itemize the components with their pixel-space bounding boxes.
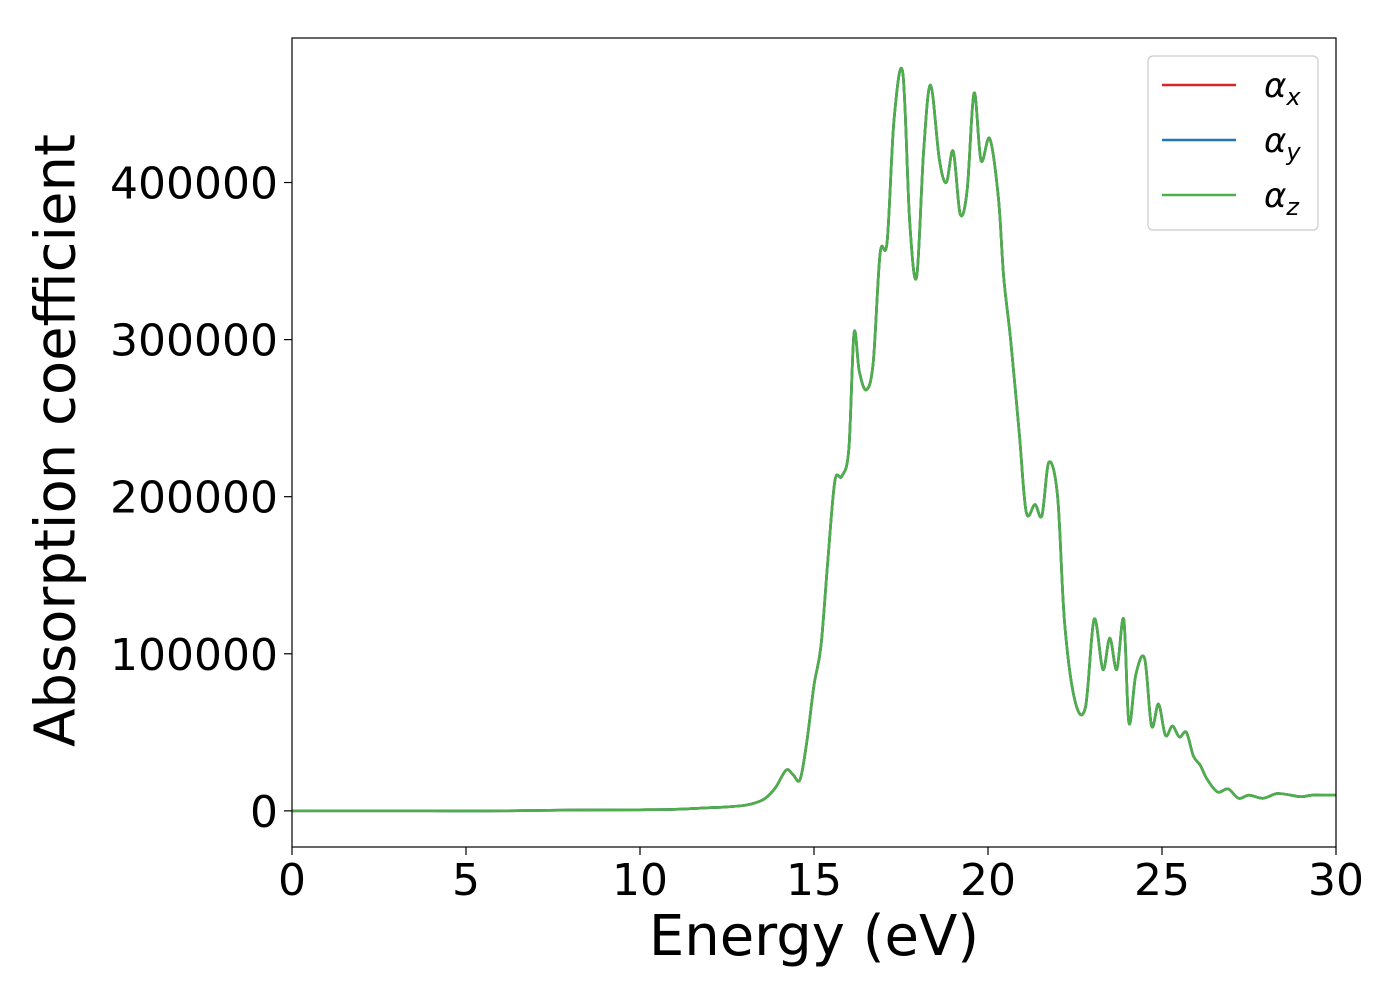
series-line-3 [292, 66, 1336, 813]
x-tick-label: 10 [612, 855, 668, 906]
y-tick-label: 100000 [110, 630, 278, 681]
legend-box [1147, 55, 1319, 231]
y-axis: 0 100000 200000 300000 400000 [110, 159, 292, 838]
x-axis-title: Energy (eV) [649, 904, 979, 969]
plot-lines [292, 66, 1336, 813]
legend-label: αy [1264, 121, 1301, 166]
x-tick-label: 30 [1308, 855, 1364, 906]
y-tick-label: 0 [250, 787, 278, 838]
legend-label: αz [1264, 176, 1300, 221]
x-tick-label: 5 [452, 855, 480, 906]
y-tick-label: 300000 [110, 316, 278, 367]
y-tick-label: 400000 [110, 159, 278, 210]
legend: αx αy αz [1147, 55, 1319, 231]
x-axis: 0 5 10 15 20 25 30 [278, 847, 1364, 906]
x-tick-label: 0 [278, 855, 306, 906]
x-tick-label: 25 [1134, 855, 1190, 906]
y-axis-title: Absorption coefficient [24, 134, 89, 747]
y-tick-label: 200000 [110, 473, 278, 524]
x-tick-label: 15 [786, 855, 842, 906]
legend-label: αx [1264, 66, 1301, 111]
x-tick-label: 20 [960, 855, 1016, 906]
